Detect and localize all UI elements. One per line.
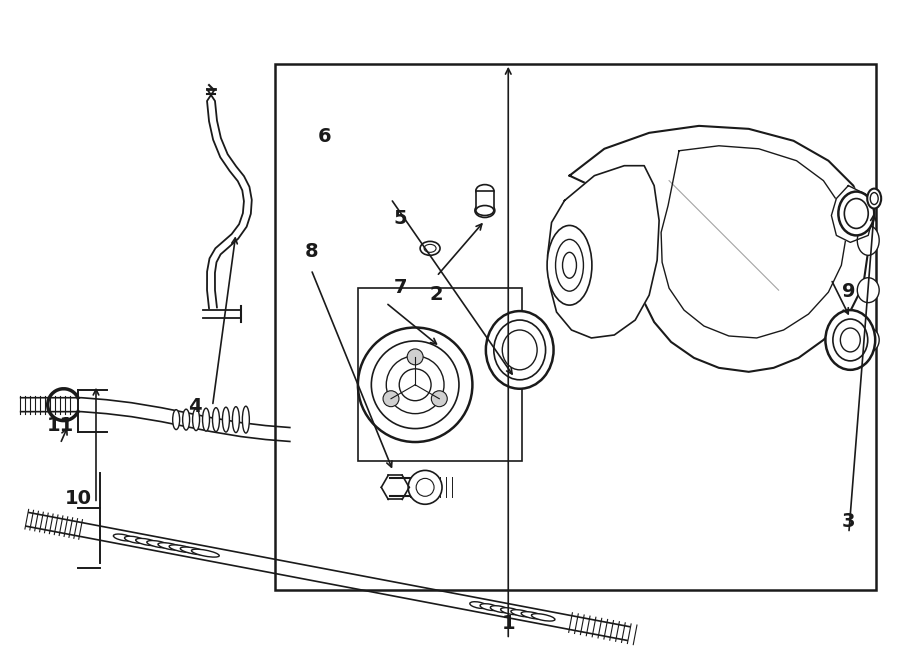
Ellipse shape <box>222 407 230 432</box>
Text: 5: 5 <box>394 209 408 228</box>
Ellipse shape <box>147 541 170 548</box>
Ellipse shape <box>409 471 442 504</box>
Text: 2: 2 <box>429 285 444 304</box>
Polygon shape <box>570 126 868 372</box>
Ellipse shape <box>480 603 499 611</box>
Ellipse shape <box>494 320 545 380</box>
Ellipse shape <box>386 356 444 414</box>
Bar <box>476 190 494 210</box>
Ellipse shape <box>521 611 544 619</box>
Ellipse shape <box>511 609 533 617</box>
Ellipse shape <box>825 310 875 370</box>
Ellipse shape <box>470 602 488 609</box>
Ellipse shape <box>844 198 868 229</box>
Ellipse shape <box>431 391 447 407</box>
Ellipse shape <box>242 406 249 433</box>
Ellipse shape <box>547 225 592 305</box>
Ellipse shape <box>420 241 440 255</box>
Text: 1: 1 <box>501 614 515 633</box>
Ellipse shape <box>476 184 494 196</box>
Ellipse shape <box>562 253 577 278</box>
Text: 6: 6 <box>318 127 331 146</box>
Ellipse shape <box>400 369 431 401</box>
Ellipse shape <box>173 410 180 430</box>
Ellipse shape <box>358 327 473 442</box>
Ellipse shape <box>858 278 879 303</box>
Ellipse shape <box>858 225 879 255</box>
Ellipse shape <box>475 204 495 217</box>
Ellipse shape <box>193 408 200 430</box>
Ellipse shape <box>858 327 879 352</box>
Bar <box>275 64 876 590</box>
Ellipse shape <box>416 479 434 496</box>
Ellipse shape <box>424 245 436 253</box>
Ellipse shape <box>839 192 874 235</box>
Polygon shape <box>547 166 659 338</box>
Text: 7: 7 <box>394 278 408 297</box>
Ellipse shape <box>183 409 190 430</box>
Text: 8: 8 <box>304 242 318 261</box>
Ellipse shape <box>491 605 510 613</box>
Text: 11: 11 <box>47 416 74 436</box>
Ellipse shape <box>531 613 555 621</box>
Text: 3: 3 <box>842 512 856 531</box>
Ellipse shape <box>476 206 494 215</box>
Ellipse shape <box>555 239 583 291</box>
Ellipse shape <box>192 549 220 557</box>
Text: 9: 9 <box>842 282 856 301</box>
Ellipse shape <box>372 341 459 428</box>
Ellipse shape <box>113 534 133 541</box>
Text: 10: 10 <box>65 489 92 508</box>
Ellipse shape <box>841 328 860 352</box>
Ellipse shape <box>136 539 158 545</box>
Ellipse shape <box>502 330 537 370</box>
Ellipse shape <box>158 543 183 550</box>
Ellipse shape <box>500 607 521 615</box>
Ellipse shape <box>486 311 554 389</box>
Ellipse shape <box>479 206 490 214</box>
Ellipse shape <box>232 407 239 432</box>
Polygon shape <box>832 186 873 243</box>
Ellipse shape <box>832 319 868 361</box>
Ellipse shape <box>124 536 145 543</box>
Text: 4: 4 <box>188 397 202 416</box>
Ellipse shape <box>212 408 220 432</box>
Ellipse shape <box>383 391 399 407</box>
Ellipse shape <box>202 408 210 431</box>
Ellipse shape <box>407 349 423 365</box>
Ellipse shape <box>868 188 881 208</box>
Ellipse shape <box>169 545 194 553</box>
Ellipse shape <box>180 547 207 555</box>
Ellipse shape <box>870 192 878 204</box>
